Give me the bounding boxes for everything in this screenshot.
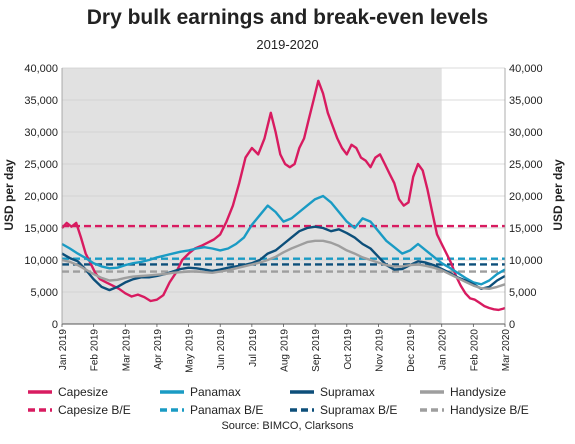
legend-label: Capesize B/E xyxy=(58,403,131,417)
x-tick-label: Jan 2020 xyxy=(438,329,449,371)
y-tick-label-left: 25,000 xyxy=(24,159,58,171)
y-tick-label-right: 25,000 xyxy=(509,159,543,171)
legend-label: Handysize B/E xyxy=(450,403,529,417)
y-tick-label-right: 35,000 xyxy=(509,95,543,107)
y-tick-label-right: 20,000 xyxy=(509,191,543,203)
x-tick-label: Feb 2019 xyxy=(90,329,101,372)
y-axis-label-right: USD per day xyxy=(551,159,565,231)
legend-item-handysize: Handysize xyxy=(420,385,506,399)
series-line-capesize xyxy=(61,79,506,312)
y-tick-label-right: 10,000 xyxy=(509,255,543,267)
legend-label: Supramax xyxy=(320,385,375,399)
y-tick-label-right: 15,000 xyxy=(509,223,543,235)
series-line-handysize xyxy=(61,239,506,290)
series-line-supramax xyxy=(61,225,506,292)
x-tick-label: Dec 2019 xyxy=(406,329,417,372)
x-tick-label: Feb 2020 xyxy=(469,329,480,372)
legend-item-handysize-b-e: Handysize B/E xyxy=(420,403,529,417)
y-tick-label-right: 5,000 xyxy=(509,287,537,299)
y-tick-label-left: 5,000 xyxy=(30,287,58,299)
y-tick-label-right: 30,000 xyxy=(509,127,543,139)
legend-item-panamax: Panamax xyxy=(160,385,241,399)
legend-label: Panamax xyxy=(190,385,241,399)
x-tick-label: Sep 2019 xyxy=(311,329,322,372)
legend-item-capesize-b-e: Capesize B/E xyxy=(28,403,131,417)
y-tick-label-right: 0 xyxy=(509,319,515,331)
legend-label: Supramax B/E xyxy=(320,403,397,417)
chart-subtitle: 2019-2020 xyxy=(256,37,319,52)
legend-label: Capesize xyxy=(58,385,108,399)
x-tick-label: Oct 2019 xyxy=(343,329,354,370)
y-tick-label-left: 35,000 xyxy=(24,95,58,107)
legend-label: Handysize xyxy=(450,385,506,399)
y-tick-label-left: 15,000 xyxy=(24,223,58,235)
x-tick-label: Jun 2019 xyxy=(216,329,227,371)
chart-title: Dry bulk earnings and break-even levels xyxy=(86,6,489,29)
y-tick-label-left: 10,000 xyxy=(24,255,58,267)
legend-item-supramax-b-e: Supramax B/E xyxy=(290,403,397,417)
x-tick-label: Nov 2019 xyxy=(374,329,385,372)
series-line-panamax xyxy=(61,194,506,286)
legend-label: Panamax B/E xyxy=(190,403,263,417)
y-tick-label-left: 20,000 xyxy=(24,191,58,203)
source-note: Source: BIMCO, Clarksons xyxy=(221,420,354,432)
y-tick-label-left: 30,000 xyxy=(24,127,58,139)
legend-item-capesize: Capesize xyxy=(28,385,108,399)
x-tick-label: May 2019 xyxy=(185,329,196,373)
y-tick-label-right: 40,000 xyxy=(509,63,543,75)
x-tick-label: Jan 2019 xyxy=(58,329,69,371)
x-tick-label: Mar 2019 xyxy=(121,329,132,372)
legend-item-supramax: Supramax xyxy=(290,385,375,399)
legend-item-panamax-b-e: Panamax B/E xyxy=(160,403,263,417)
y-tick-label-left: 40,000 xyxy=(24,63,58,75)
x-tick-label: Apr 2019 xyxy=(153,329,164,370)
y-axis-label-left: USD per day xyxy=(2,159,16,231)
x-tick-label: Mar 2020 xyxy=(501,329,512,372)
y-tick-label-left: 0 xyxy=(52,319,58,331)
x-tick-label: Aug 2019 xyxy=(280,329,291,372)
x-tick-label: Jul 2019 xyxy=(248,329,259,367)
